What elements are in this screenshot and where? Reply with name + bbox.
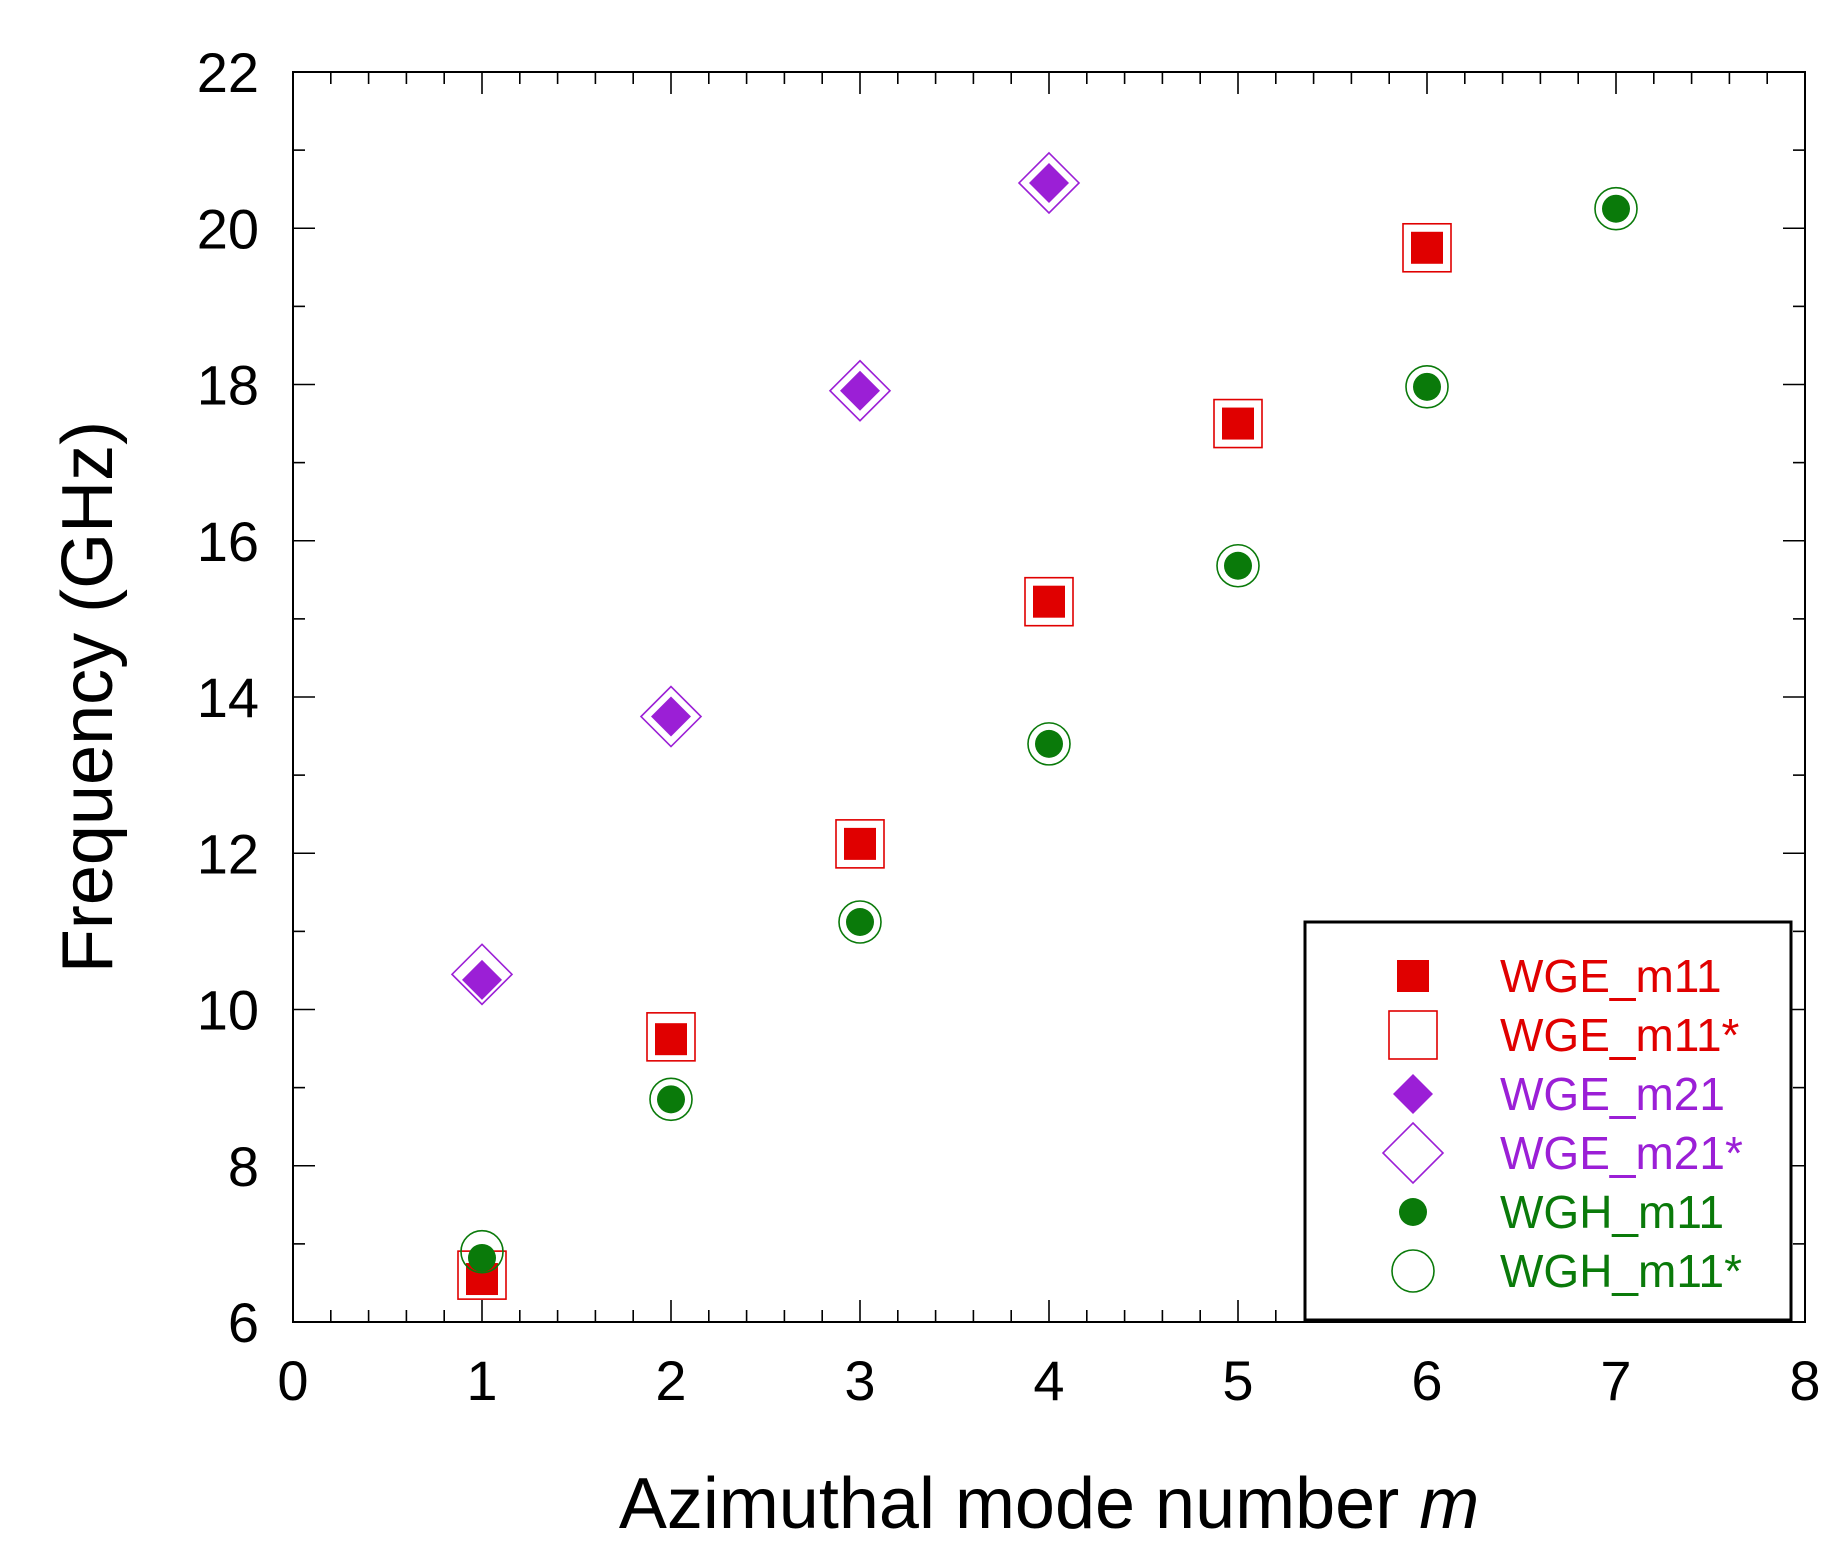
series-wge-m21: [462, 162, 1069, 1000]
legend: WGE_m11 WGE_m11* WGE_m21 WGE_m21* WGH_m11 WGH…: [1303, 920, 1793, 1322]
data-point-wgh-m11-star: [1027, 722, 1071, 766]
data-point-wgh-m11: [1413, 372, 1441, 401]
y-tick-label: 12: [197, 822, 259, 885]
legend-marker-wge-m21-star: [1381, 1121, 1445, 1185]
legend-marker-wge-m21: [1393, 1074, 1433, 1114]
series-wge-m11: [466, 231, 1443, 1296]
data-point-wgh-m11-star: [838, 900, 882, 944]
data-point-wge-m21: [651, 696, 691, 737]
data-point-wge-m11-star: [1402, 222, 1452, 273]
data-point-wge-m11: [655, 1023, 687, 1056]
data-point-wgh-m11: [657, 1085, 685, 1114]
data-point-wgh-m11: [1035, 729, 1063, 758]
legend-label-wgh-m11: WGH_m11: [1500, 1186, 1724, 1238]
data-point-wge-m21-star: [450, 943, 514, 1006]
x-tick-label: 0: [277, 1349, 308, 1412]
legend-label-wge-m21: WGE_m21: [1500, 1068, 1725, 1120]
data-point-wgh-m11-star: [1216, 543, 1260, 588]
data-point-wge-m21: [840, 370, 880, 411]
data-point-wgh-m11: [468, 1243, 496, 1272]
y-tick-label: 8: [228, 1135, 259, 1198]
x-tick-label: 3: [844, 1349, 875, 1412]
y-tick-label: 6: [228, 1291, 259, 1354]
x-axis-title: Azimuthal mode number m: [619, 1464, 1479, 1544]
x-tick-label: 1: [466, 1349, 497, 1412]
x-tick-label: 5: [1222, 1349, 1253, 1412]
x-axis-title-variable: m: [1419, 1464, 1479, 1544]
data-point-wgh-m11-star: [460, 1229, 504, 1274]
y-axis-title: Frequency (GHz): [48, 421, 128, 973]
data-point-wge-m21: [462, 959, 502, 1000]
data-point-wgh-m11-star: [1594, 186, 1638, 231]
legend-marker-wgh-m11: [1399, 1198, 1427, 1226]
y-tick-label: 14: [197, 666, 259, 729]
data-point-wgh-m11: [1602, 194, 1630, 223]
y-tick-label: 18: [197, 354, 259, 417]
y-tick-label: 10: [197, 979, 259, 1042]
x-tick-label: 8: [1789, 1349, 1820, 1412]
x-tick-label: 6: [1411, 1349, 1442, 1412]
y-tick-label: 20: [197, 197, 259, 260]
data-marks: [450, 151, 1638, 1300]
legend-label-wgh-m11-star: WGH_m11*: [1500, 1245, 1742, 1297]
data-point-wge-m11: [844, 827, 876, 860]
data-point-wgh-m11: [846, 908, 874, 936]
legend-marker-wge-m11-star: [1388, 1010, 1438, 1060]
data-point-wge-m21-star: [828, 359, 892, 422]
legend-label-wge-m21-star: WGE_m21*: [1500, 1127, 1743, 1179]
y-tick-label: 22: [197, 41, 259, 104]
legend-marker-wgh-m11-star: [1391, 1249, 1435, 1293]
x-tick-label: 4: [1033, 1349, 1064, 1412]
data-point-wge-m21-star: [639, 685, 703, 748]
series-wge-m21-star: [450, 151, 1081, 1006]
x-tick-label: 2: [655, 1349, 686, 1412]
series-wge-m11-star: [457, 222, 1452, 1300]
data-point-wgh-m11: [1224, 551, 1252, 580]
legend-marker-wge-m11: [1397, 960, 1429, 992]
data-point-wge-m21: [1029, 162, 1069, 203]
data-point-wgh-m11-star: [1405, 365, 1449, 409]
y-tick-label: 16: [197, 510, 259, 573]
legend-box: [1303, 920, 1793, 1322]
data-point-wge-m11: [1222, 407, 1254, 440]
data-point-wge-m11-star: [835, 819, 885, 869]
data-point-wge-m11: [1411, 231, 1443, 264]
data-point-wge-m11-star: [646, 1012, 696, 1062]
data-point-wge-m11-star: [1213, 398, 1263, 449]
series-wgh-m11-star: [460, 186, 1638, 1274]
data-point-wge-m11-star: [1024, 576, 1074, 627]
data-point-wge-m11: [1033, 585, 1065, 618]
series-wgh-m11: [468, 194, 1630, 1272]
legend-label-wge-m11: WGE_m11: [1500, 950, 1722, 1002]
x-axis-title-text: Azimuthal mode number: [619, 1464, 1399, 1544]
x-tick-label: 7: [1600, 1349, 1631, 1412]
data-point-wgh-m11-star: [649, 1077, 693, 1122]
legend-label-wge-m11-star: WGE_m11*: [1500, 1009, 1740, 1061]
data-point-wge-m21-star: [1017, 151, 1081, 215]
